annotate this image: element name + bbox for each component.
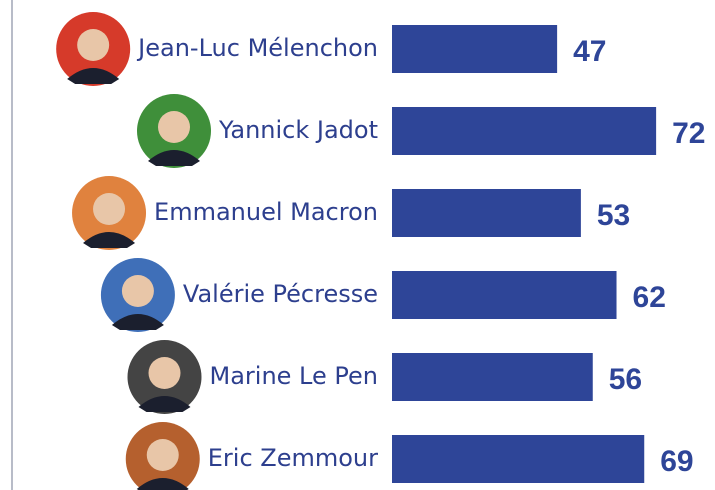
page: Jean-Luc Mélenchon 47 Yannick Jadot 72 Emman… [0,0,715,490]
chart: Jean-Luc Mélenchon 47 Yannick Jadot 72 Emman… [0,0,715,490]
category-label: Marine Le Pen [210,362,379,390]
category-label: Yannick Jadot [218,116,378,144]
value-label: 56 [609,363,642,396]
avatar-face [77,29,109,61]
bar [392,189,581,237]
bar [392,271,617,319]
value-label: 72 [672,117,705,150]
bar [392,353,593,401]
avatar-face [122,275,154,307]
category-label: Valérie Pécresse [183,280,378,308]
bar [392,25,557,73]
category-label: Emmanuel Macron [154,198,378,226]
avatar-face [93,193,125,225]
avatar-face [149,357,181,389]
value-label: 69 [660,445,693,478]
avatar-face [147,439,179,471]
value-label: 62 [633,281,666,314]
avatar-face [158,111,190,143]
value-label: 53 [597,199,630,232]
value-label: 47 [573,35,606,68]
category-label: Jean-Luc Mélenchon [136,34,378,62]
bar [392,107,656,155]
bar [392,435,644,483]
category-label: Eric Zemmour [208,444,378,472]
